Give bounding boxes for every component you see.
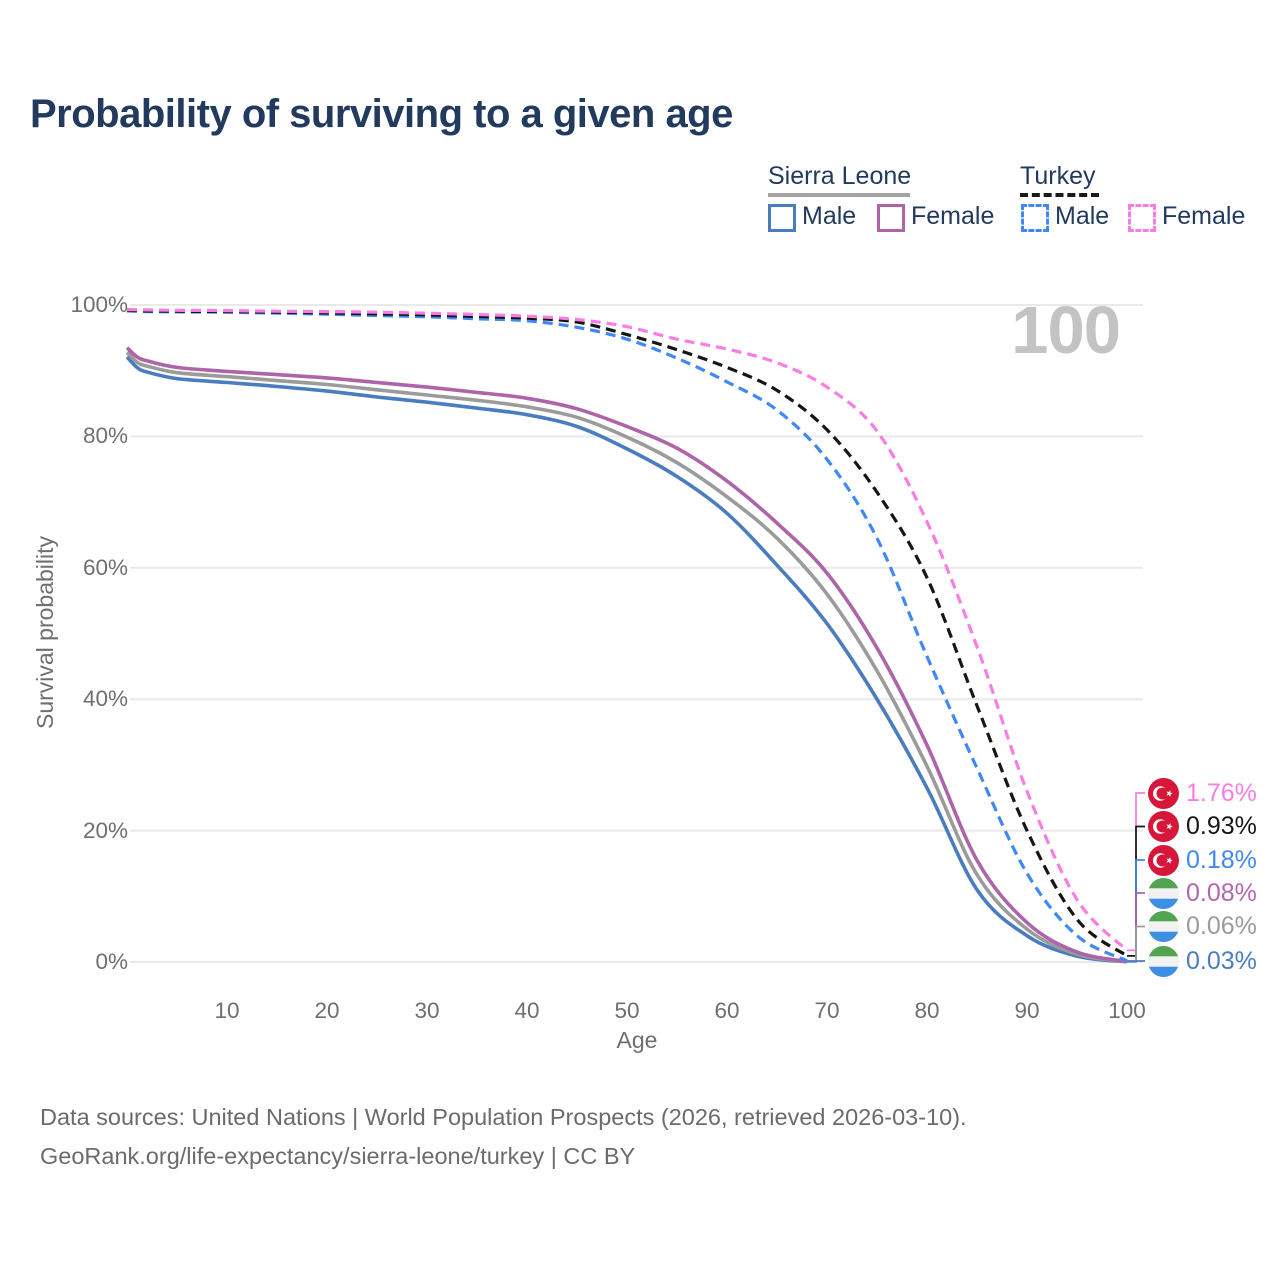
end-label-value: 1.76%: [1186, 778, 1257, 807]
legend-swatch-sierra-leone-male-icon[interactable]: [768, 204, 796, 232]
legend-item-sierra-leone-male[interactable]: Male: [802, 202, 857, 230]
end-label-value: 0.18%: [1186, 845, 1257, 874]
sierra-leone-flag-icon: [1148, 877, 1179, 909]
x-axis-title: Age: [616, 1027, 658, 1053]
curve-sierra-leone-female[interactable]: [125, 346, 1128, 964]
curve-turkey-female[interactable]: [126, 308, 1129, 952]
age-100-watermark: 100: [1011, 293, 1121, 368]
x-tick-label-20: 20: [314, 998, 340, 1023]
legend-swatch-turkey-female-icon[interactable]: [1128, 204, 1156, 232]
x-tick-label-90: 90: [1014, 998, 1040, 1023]
x-tick-label-30: 30: [414, 998, 440, 1023]
end-label-connector-sierra-leone-male: [1127, 960, 1145, 963]
x-tick-label-40: 40: [514, 998, 540, 1023]
y-tick-label-100%: 100%: [70, 292, 128, 317]
end-label-turkey-both-sexes: 0.93%: [1148, 810, 1257, 843]
legend-underline-sierra-leone: [768, 193, 910, 197]
x-tick-label-50: 50: [614, 998, 640, 1023]
end-label-sierra-leone-both-sexes: 0.06%: [1148, 910, 1257, 943]
end-label-turkey-male: 0.18%: [1148, 844, 1257, 877]
y-tick-label-20%: 20%: [82, 817, 128, 843]
attribution-text: GeoRank.org/life-expectancy/sierra-leone…: [40, 1143, 636, 1169]
sierra-leone-flag-icon: [1148, 945, 1179, 977]
page-title: Probability of surviving to a given age: [30, 92, 733, 136]
legend-item-turkey-female[interactable]: Female: [1162, 202, 1246, 230]
curve-sierra-leone-male[interactable]: [125, 355, 1128, 964]
turkey-flag-icon: [1148, 777, 1179, 809]
y-tick-label-60%: 60%: [82, 554, 128, 580]
end-label-sierra-leone-female: 0.08%: [1148, 877, 1257, 910]
legend-swatch-turkey-male-icon[interactable]: [1021, 204, 1049, 232]
sierra-leone-flag-icon: [1148, 911, 1179, 942]
turkey-flag-icon: [1148, 844, 1179, 876]
legend-item-sierra-leone-female[interactable]: Female: [911, 202, 995, 230]
x-tick-label-10: 10: [214, 998, 240, 1023]
x-tick-label-60: 60: [714, 998, 740, 1023]
legend-underline-turkey: [1020, 193, 1099, 197]
x-tick-label-80: 80: [914, 998, 940, 1023]
legend-group-sierra-leone: Sierra Leone: [768, 162, 912, 190]
end-label-value: 0.93%: [1186, 812, 1257, 840]
end-label-turkey-female: 1.76%: [1148, 777, 1257, 810]
legend-group-turkey: Turkey: [1020, 162, 1096, 190]
end-label-sierra-leone-male: 0.03%: [1148, 945, 1257, 978]
end-label-value: 0.08%: [1186, 878, 1257, 907]
y-tick-label-40%: 40%: [82, 686, 128, 712]
legend-item-turkey-male[interactable]: Male: [1055, 202, 1110, 230]
y-tick-label-0%: 0%: [95, 949, 128, 974]
end-label-value: 0.06%: [1186, 912, 1257, 940]
curve-sierra-leone-both-sexes[interactable]: [125, 350, 1128, 964]
y-tick-label-80%: 80%: [82, 423, 128, 449]
y-axis-title: Survival probability: [32, 535, 58, 730]
x-tick-label-100: 100: [1108, 998, 1146, 1023]
x-tick-label-70: 70: [814, 998, 840, 1023]
turkey-flag-icon: [1148, 811, 1179, 842]
data-sources-text: Data sources: United Nations | World Pop…: [40, 1104, 967, 1130]
end-label-value: 0.03%: [1186, 946, 1257, 975]
legend-swatch-sierra-leone-female-icon[interactable]: [877, 204, 905, 232]
